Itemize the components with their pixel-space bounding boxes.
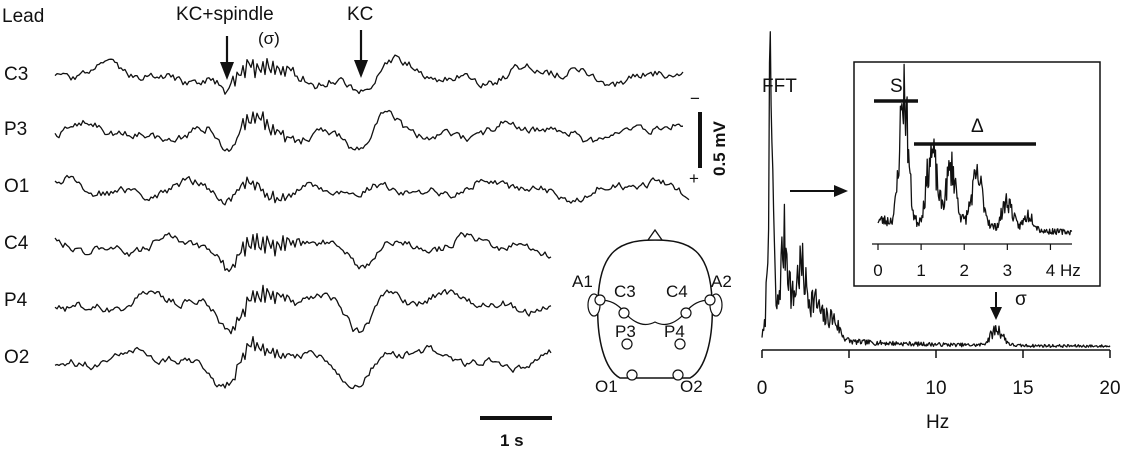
kc-spindle-arrow-icon (220, 36, 234, 80)
fft-x-tick-label: 15 (1012, 378, 1033, 399)
scale-plus: + (689, 169, 699, 188)
lead-label: C3 (4, 64, 28, 85)
fft-x-ticks: 0 5 10 15 20 (757, 350, 1121, 399)
electrode-c3 (618, 307, 630, 319)
kc-arrow-icon (354, 30, 368, 78)
lead-header: Lead (2, 6, 44, 27)
sigma-paren-label: (σ) (258, 29, 280, 48)
eeg-traces (54, 54, 690, 390)
electrode-label-c4: C4 (666, 282, 688, 301)
band-s: S (874, 76, 918, 103)
voltage-scale-label: 0.5 mV (710, 121, 729, 176)
fft-spectrum-line (761, 31, 1111, 349)
time-scale-label: 1 s (500, 431, 524, 450)
fft-title: FFT (762, 76, 797, 97)
inset-x-tick-label: 1 (916, 261, 925, 280)
electrode-label-o2: O2 (680, 377, 703, 396)
inset-x-tick-label: 2 (959, 261, 968, 280)
lead-label: P4 (4, 290, 28, 311)
eeg-trace-c4 (54, 231, 552, 273)
fft-inset-chart: 0 1 2 3 4 Hz S Δ (853, 61, 1101, 287)
inset-x-tick-label: 4 (1046, 261, 1055, 280)
fft-x-tick-label: 0 (757, 378, 768, 399)
nose-icon (646, 228, 664, 241)
electrode-a2 (704, 294, 716, 306)
lead-label: O2 (4, 347, 29, 368)
band-delta-label: Δ (971, 116, 984, 137)
head-outline (596, 239, 714, 379)
electrode-label-p4: P4 (664, 322, 685, 341)
sigma-arrow-icon (990, 292, 1002, 320)
electrode-label-p3: P3 (615, 322, 636, 341)
kc-label: KC (347, 4, 373, 25)
time-scale-bar: 1 s (480, 416, 552, 450)
inset-x-axis-label: Hz (1060, 261, 1081, 280)
electrode-label-o1: O1 (595, 377, 618, 396)
eeg-trace-p4 (54, 284, 552, 335)
eeg-trace-p3 (54, 109, 684, 152)
electrode-p3 (621, 338, 633, 350)
kc-spindle-label: KC+spindle (176, 4, 274, 25)
inset-x-tick-label: 3 (1003, 261, 1012, 280)
inset-arrow-icon (790, 185, 848, 197)
electrode-p4 (674, 338, 686, 350)
electrode-o1 (626, 369, 638, 381)
lead-labels: C3 P3 O1 C4 P4 O2 (4, 64, 29, 368)
eeg-trace-c3 (54, 54, 684, 95)
electrode-label-a1: A1 (572, 272, 593, 291)
head-wire (599, 299, 711, 325)
electrode-o2 (672, 369, 684, 381)
scale-minus: − (690, 89, 700, 108)
electrode-c4 (680, 307, 692, 319)
voltage-scale-bar: − + 0.5 mV (689, 89, 729, 188)
electrode-a1 (594, 294, 606, 306)
lead-label: C4 (4, 233, 29, 254)
eeg-trace-o1 (54, 174, 690, 206)
eeg-trace-o2 (54, 336, 552, 390)
fft-x-tick-label: 10 (925, 378, 946, 399)
inset-x-tick-label: 0 (873, 261, 882, 280)
fft-x-axis-label: Hz (926, 412, 949, 433)
electrode-label-a2: A2 (711, 272, 732, 291)
fft-chart: FFT 0 5 10 15 20 Hz σ (757, 31, 1121, 433)
fft-x-tick-label: 20 (1099, 378, 1120, 399)
inset-spectrum-line (877, 63, 1073, 236)
band-s-label: S (890, 76, 903, 97)
lead-label: P3 (4, 119, 27, 140)
electrode-label-c3: C3 (614, 282, 636, 301)
lead-label: O1 (4, 176, 29, 197)
fft-x-tick-label: 5 (844, 378, 855, 399)
electrode-map: A1 C3 C4 A2 P3 P4 O1 O2 (572, 228, 732, 396)
sigma-label: σ (1015, 289, 1027, 310)
inset-x-ticks: 0 1 2 3 4 (873, 244, 1055, 280)
